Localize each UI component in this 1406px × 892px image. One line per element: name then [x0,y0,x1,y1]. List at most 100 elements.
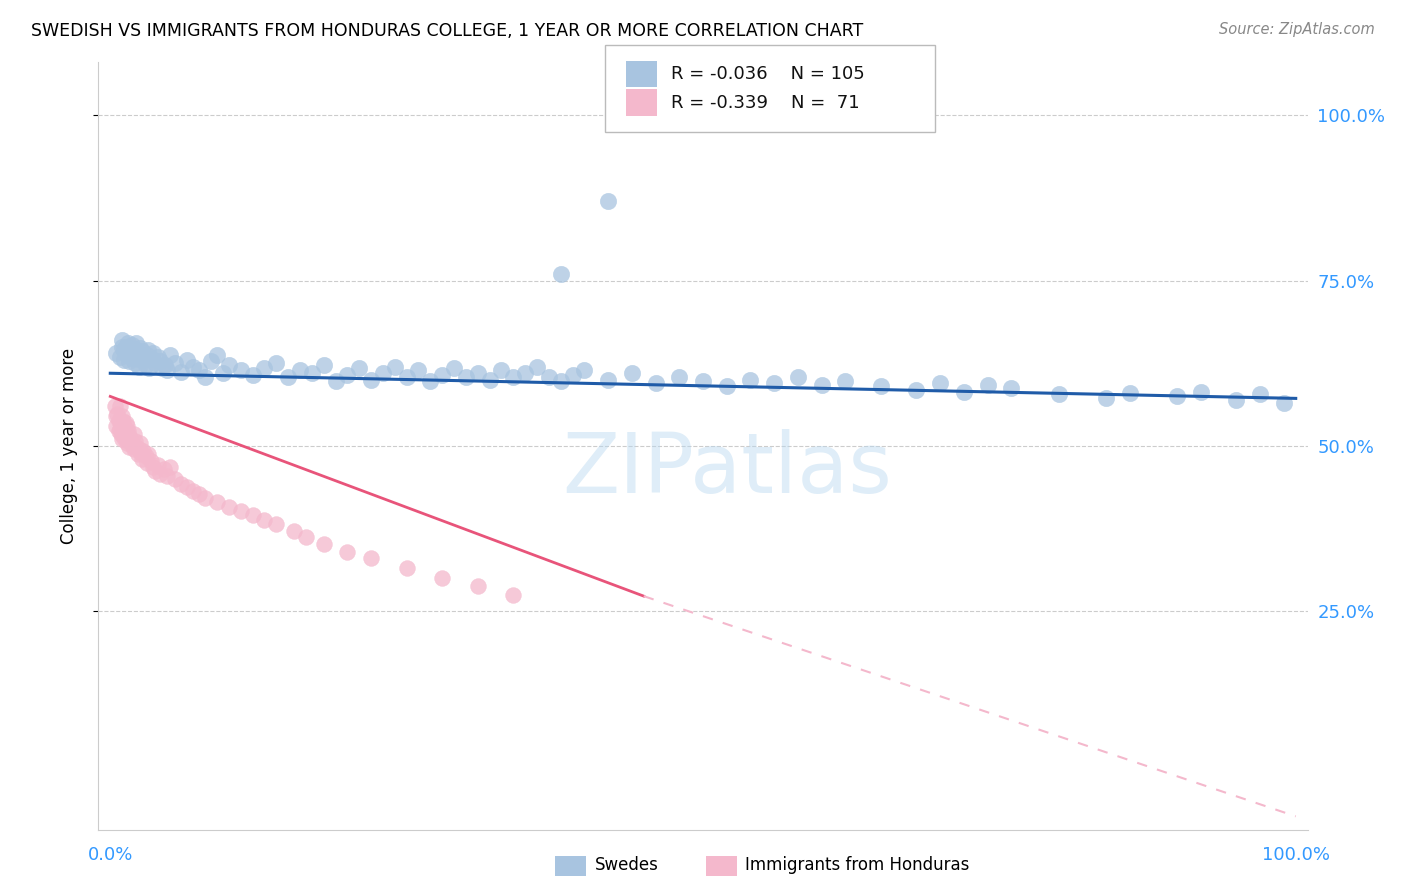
Point [277,369,299,384]
Point [763,376,786,391]
Text: R = -0.339    N =  71: R = -0.339 N = 71 [671,94,859,112]
Point [135,449,157,463]
Point [159,460,181,475]
Point [108,350,131,364]
Point [432,368,454,382]
Point [165,472,187,486]
Point [105,409,128,424]
Point [301,366,323,380]
Point [121,338,143,352]
Point [264,516,287,531]
Point [121,351,143,365]
Text: ZIPatlas: ZIPatlas [562,428,893,509]
Point [122,427,145,442]
Point [834,374,856,388]
Point [136,447,159,461]
Point [264,356,287,370]
Point [110,427,132,442]
Point [491,363,513,377]
Point [574,363,596,377]
Point [336,368,359,382]
Point [1189,384,1212,399]
Point [454,369,477,384]
Point [153,359,176,373]
Point [128,442,150,457]
Point [121,439,143,453]
Point [114,420,136,434]
Point [360,551,382,566]
Text: 0.0%: 0.0% [87,847,134,864]
Point [114,340,136,354]
Point [132,444,155,458]
Point [108,400,131,414]
Point [360,373,382,387]
Point [347,361,370,376]
Point [105,346,128,360]
Point [929,376,952,391]
Point [156,363,179,377]
Point [1249,387,1271,401]
Point [115,345,138,359]
Point [129,445,152,459]
Point [111,340,134,354]
Point [146,350,169,364]
Point [121,435,143,450]
Point [110,416,132,430]
Point [218,359,240,373]
Point [111,419,134,434]
Point [165,356,187,370]
Point [194,491,217,505]
Point [117,348,139,362]
Point [136,348,159,362]
Point [692,374,714,388]
Point [188,363,211,377]
Point [149,467,172,481]
Point [142,346,165,360]
Point [1225,392,1247,407]
Point [152,462,174,476]
Point [810,378,832,392]
Point [288,363,311,377]
Point [124,356,146,370]
Point [118,429,141,443]
Point [122,349,145,363]
Point [952,384,974,399]
Point [146,458,169,472]
Point [740,373,762,387]
Point [149,354,172,368]
Point [124,434,146,448]
Point [120,341,142,355]
Point [112,414,135,428]
Text: Immigrants from Honduras: Immigrants from Honduras [745,856,970,874]
Point [139,453,162,467]
Point [135,359,157,373]
Point [598,194,620,209]
Point [111,333,134,347]
Text: Source: ZipAtlas.com: Source: ZipAtlas.com [1219,22,1375,37]
Point [176,480,198,494]
Point [212,366,235,380]
Point [644,376,666,391]
Point [786,369,808,384]
Point [1272,396,1295,410]
Point [395,369,418,384]
Point [170,477,193,491]
Point [132,353,155,368]
Point [170,365,193,379]
Point [114,427,136,442]
Point [325,374,347,388]
Point [502,588,524,602]
Point [128,359,150,374]
Point [127,447,149,461]
Point [115,435,138,450]
Y-axis label: College, 1 year or more: College, 1 year or more [59,348,77,544]
Point [104,400,127,414]
Point [205,348,228,362]
Point [117,434,139,448]
Point [419,374,441,388]
Point [143,356,166,370]
Text: 100.0%: 100.0% [1261,847,1330,864]
Point [1047,387,1070,401]
Point [111,409,134,424]
Point [114,416,136,430]
